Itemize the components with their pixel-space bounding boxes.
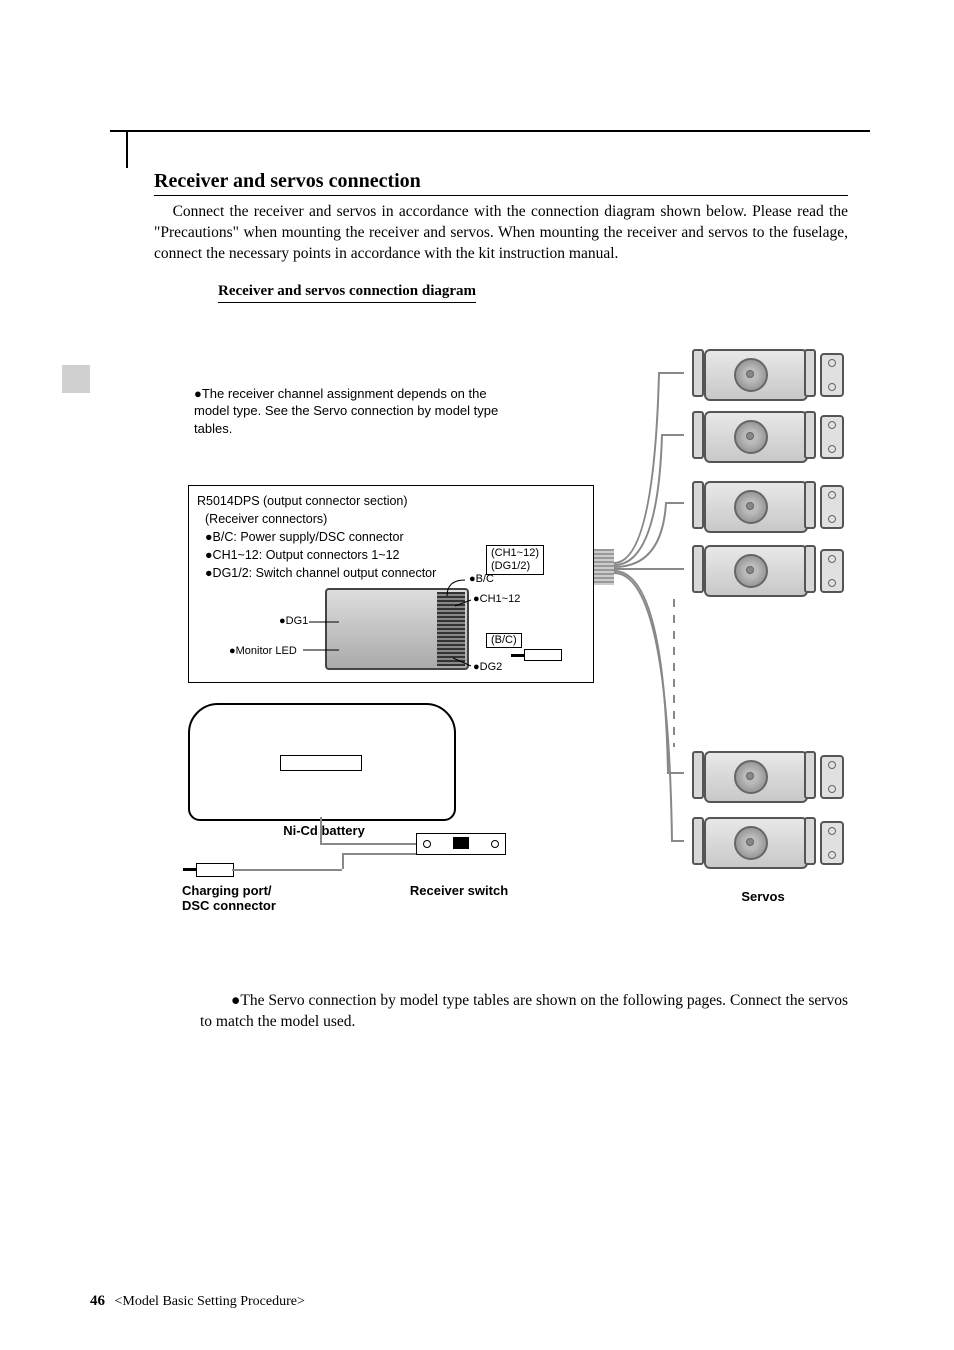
conn-label-bc: (B/C)	[486, 633, 522, 648]
chapter-name: <Model Basic Setting Procedure>	[115, 1294, 305, 1309]
charging-plug	[196, 863, 234, 877]
battery-label: Ni-Cd battery	[254, 823, 394, 838]
wire-batt	[320, 817, 322, 843]
receiver-model: R5014DPS (output connector section)	[197, 492, 585, 510]
pin-label-ch: ●CH1~12	[473, 592, 520, 608]
connection-diagram: ●The receiver channel assignment depends…	[154, 343, 848, 963]
page-corner-rule	[110, 130, 870, 168]
servo-3	[684, 481, 844, 529]
wire-charge-v	[342, 853, 344, 869]
servo-2	[684, 411, 844, 459]
wire-charge	[232, 869, 342, 871]
servo-4	[684, 545, 844, 593]
bc-plug	[524, 649, 562, 661]
receiver-switch-icon	[416, 833, 506, 855]
servos-label: Servos	[718, 889, 808, 904]
wire-charge-h2	[342, 853, 416, 855]
pin-label-monitor: ●Monitor LED	[229, 644, 297, 660]
servo-5	[684, 751, 844, 799]
closing-note: ●The Servo connection by model type tabl…	[200, 991, 848, 1033]
receiver-icon	[325, 588, 469, 670]
servo-1	[684, 349, 844, 397]
section-title: Receiver and servos connection	[154, 170, 848, 196]
conn-label-ch-dg: (CH1~12) (DG1/2)	[486, 545, 544, 575]
conn-ch: (CH1~12)	[491, 547, 539, 560]
charging-label: Charging port/ DSC connector	[182, 883, 312, 913]
side-tab	[62, 365, 90, 393]
battery-icon	[188, 703, 456, 821]
servo-6	[684, 817, 844, 865]
page-number: 46	[90, 1293, 105, 1309]
pin-label-dg2: ●DG2	[473, 660, 502, 676]
receiver-item-bc: ●B/C: Power supply/DSC connector	[197, 528, 585, 546]
ribbon-cable	[594, 549, 614, 585]
receiver-sub: (Receiver connectors)	[197, 510, 585, 528]
wire-batt-h	[320, 843, 416, 845]
switch-label: Receiver switch	[384, 883, 534, 898]
pin-label-dg1: ●DG1	[279, 614, 308, 630]
diagram-top-note: ●The receiver channel assignment depends…	[194, 385, 524, 438]
page-footer: 46 <Model Basic Setting Procedure>	[90, 1293, 305, 1310]
diagram-subtitle: Receiver and servos connection diagram	[218, 283, 476, 303]
conn-dg: (DG1/2)	[491, 560, 539, 573]
section-intro: Connect the receiver and servos in accor…	[154, 202, 848, 265]
